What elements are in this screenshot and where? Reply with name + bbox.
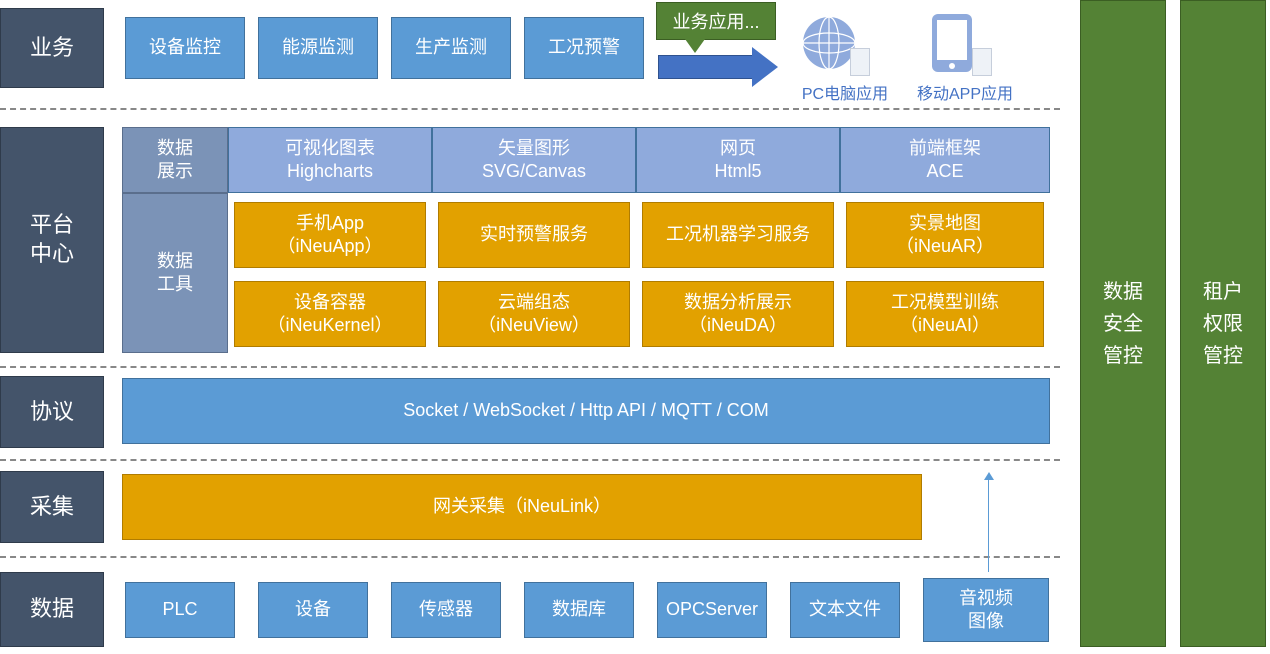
left-label-protocol: 协议 (0, 376, 104, 448)
business-box-2: 生产监测 (391, 17, 511, 79)
divider (0, 108, 1060, 110)
divider (0, 366, 1060, 368)
txt: 工况机器学习服务 (666, 223, 810, 246)
data-box-0: PLC (125, 582, 235, 638)
left-label-platform: 平台 中心 (0, 127, 104, 353)
txt: 实景地图 (909, 212, 981, 235)
business-box-1: 能源监测 (258, 17, 378, 79)
txt: Html5 (714, 160, 761, 183)
data-box-6: 音视频 图像 (923, 578, 1049, 642)
txt: Highcharts (287, 160, 373, 183)
display-box-1: 矢量图形 SVG/Canvas (432, 127, 636, 193)
tool-box-r2-3: 工况模型训练 （iNeuAI） (846, 281, 1044, 347)
txt: 管控 (1103, 340, 1143, 372)
txt: （iNeuDA） (689, 314, 787, 337)
txt: 管控 (1203, 340, 1243, 372)
txt: 前端框架 (909, 137, 981, 160)
txt: 安全 (1103, 308, 1143, 340)
left-label-collect: 采集 (0, 471, 104, 543)
txt: 数据分析展示 (684, 291, 792, 314)
txt: 云端组态 (498, 291, 570, 314)
tool-box-r2-2: 数据分析展示 （iNeuDA） (642, 281, 834, 347)
txt: （iNeuApp） (277, 235, 382, 258)
txt: 可视化图表 (285, 137, 375, 160)
caption-mobile: 移动APP应用 (905, 80, 1025, 104)
txt: 工具 (157, 273, 193, 296)
data-box-3: 数据库 (524, 582, 634, 638)
divider (0, 459, 1060, 461)
txt: 数据 (157, 250, 193, 273)
right-col-tenant: 租户 权限 管控 (1180, 0, 1266, 647)
data-box-4: OPCServer (657, 582, 767, 638)
txt: 网页 (720, 137, 756, 160)
caption-pc: PC电脑应用 (790, 80, 900, 104)
tool-box-r2-0: 设备容器 （iNeuKernel） (234, 281, 426, 347)
txt: （iNeuAR） (896, 235, 994, 258)
left-label-business: 业务 (0, 8, 104, 88)
phone-icon (930, 12, 974, 79)
txt: 矢量图形 (498, 137, 570, 160)
tool-box-r1-1: 实时预警服务 (438, 202, 630, 268)
txt: （iNeuAI） (900, 314, 990, 337)
left-label-platform-l2: 中心 (30, 240, 74, 269)
left-label-data: 数据 (0, 572, 104, 647)
right-col-security: 数据 安全 管控 (1080, 0, 1166, 647)
business-box-3: 工况预警 (524, 17, 644, 79)
display-box-3: 前端框架 ACE (840, 127, 1050, 193)
txt: 设备容器 (294, 291, 366, 314)
txt: 展示 (157, 160, 193, 183)
tool-box-r1-0: 手机App （iNeuApp） (234, 202, 426, 268)
txt: 手机App (296, 212, 364, 235)
collect-bar: 网关采集（iNeuLink） (122, 474, 922, 540)
txt: 图像 (968, 610, 1004, 633)
left-label-platform-l1: 平台 (30, 211, 74, 240)
txt: 数据 (1103, 276, 1143, 308)
txt: 权限 (1203, 308, 1243, 340)
txt: 实时预警服务 (480, 223, 588, 246)
tool-box-r1-2: 工况机器学习服务 (642, 202, 834, 268)
arrow-right-icon (658, 52, 778, 82)
display-box-0: 可视化图表 Highcharts (228, 127, 432, 193)
txt: ACE (926, 160, 963, 183)
txt: 数据 (157, 137, 193, 160)
business-app-callout: 业务应用... (656, 2, 776, 40)
data-box-1: 设备 (258, 582, 368, 638)
data-box-5: 文本文件 (790, 582, 900, 638)
txt: 租户 (1203, 276, 1243, 308)
tool-box-r1-3: 实景地图 （iNeuAR） (846, 202, 1044, 268)
display-box-2: 网页 Html5 (636, 127, 840, 193)
arrow-up-icon (988, 480, 989, 572)
txt: SVG/Canvas (482, 160, 586, 183)
txt: （iNeuKernel） (267, 314, 392, 337)
mobile-tile-icon (972, 48, 992, 76)
txt: （iNeuView） (478, 314, 590, 337)
txt: 工况模型训练 (891, 291, 999, 314)
pc-tile-icon (850, 48, 870, 76)
data-box-2: 传感器 (391, 582, 501, 638)
divider (0, 556, 1060, 558)
protocol-bar: Socket / WebSocket / Http API / MQTT / C… (122, 378, 1050, 444)
platform-sublabel-tools: 数据 工具 (122, 193, 228, 353)
txt: 音视频 (959, 587, 1013, 610)
tool-box-r2-1: 云端组态 （iNeuView） (438, 281, 630, 347)
business-box-0: 设备监控 (125, 17, 245, 79)
platform-sublabel-display: 数据 展示 (122, 127, 228, 193)
